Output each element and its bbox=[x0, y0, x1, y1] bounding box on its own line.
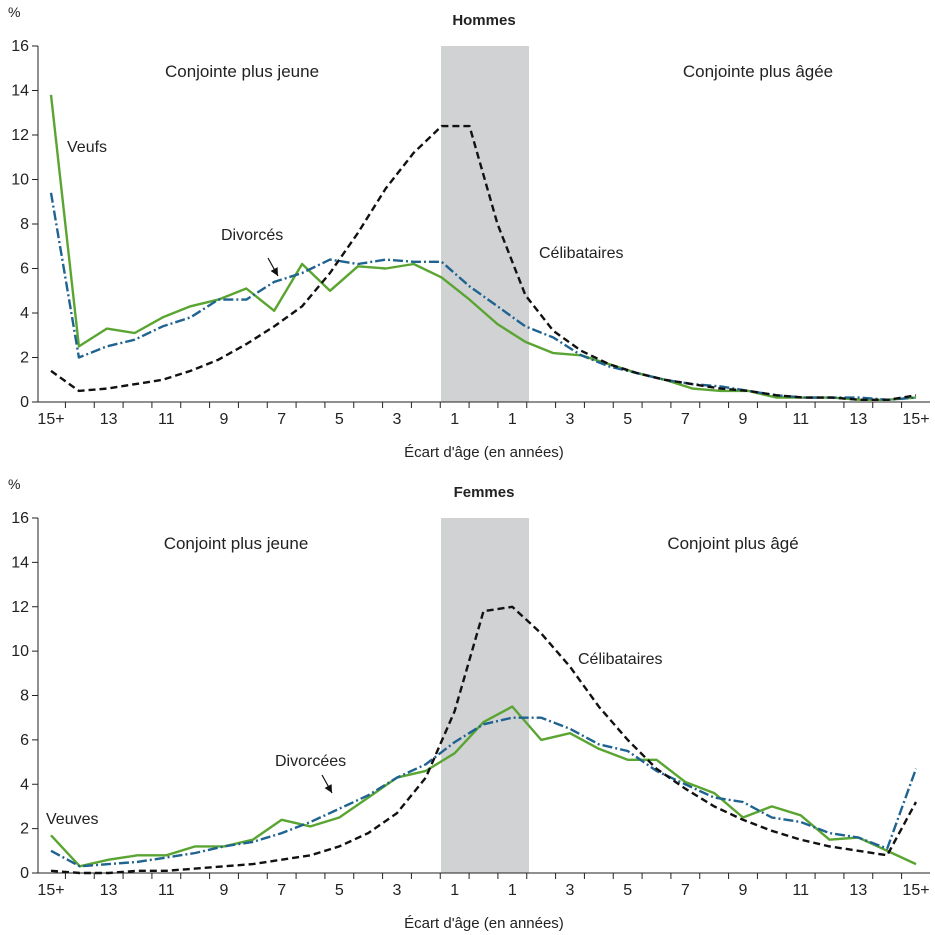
y-tick-label: 4 bbox=[20, 305, 29, 322]
y-tick-label: 12 bbox=[11, 127, 29, 144]
y-unit-label: % bbox=[8, 476, 20, 492]
x-tick-label: 9 bbox=[220, 411, 229, 428]
x-tick-label: 3 bbox=[566, 882, 575, 899]
y-tick-label: 10 bbox=[11, 643, 29, 660]
axes bbox=[32, 45, 930, 408]
y-tick-label: 10 bbox=[11, 172, 29, 189]
x-tick-label: 3 bbox=[393, 411, 402, 428]
x-tick-label: 7 bbox=[277, 411, 286, 428]
x-tick-label: 13 bbox=[100, 882, 118, 899]
x-tick-label: 7 bbox=[681, 411, 690, 428]
region-label-right: Conjointe plus âgée bbox=[683, 62, 833, 81]
chart-title: Hommes bbox=[452, 12, 515, 29]
y-tick-label: 14 bbox=[11, 83, 29, 100]
x-tick-label: 11 bbox=[792, 882, 809, 899]
y-tick-label: 16 bbox=[11, 38, 29, 55]
chart-title: Femmes bbox=[454, 484, 515, 501]
y-tick-label: 8 bbox=[20, 688, 29, 705]
x-tick-label: 5 bbox=[335, 411, 344, 428]
x-tick-label: 5 bbox=[623, 411, 632, 428]
x-tick-label: 9 bbox=[739, 411, 748, 428]
band-same-age bbox=[441, 46, 529, 402]
x-tick-label: 7 bbox=[277, 882, 286, 899]
x-axis-label: Écart d'âge (en années) bbox=[404, 444, 564, 461]
x-tick-label: 3 bbox=[393, 882, 402, 899]
annotation-veuves: Veuves bbox=[46, 811, 98, 828]
annotation-veufs: Veufs bbox=[67, 139, 107, 156]
x-tick-label: 13 bbox=[100, 411, 118, 428]
y-tick-label: 8 bbox=[20, 216, 29, 233]
annotation-arrowhead bbox=[270, 267, 278, 276]
series-line-veufs bbox=[49, 94, 917, 401]
axes bbox=[32, 517, 930, 879]
annotation-divorcees: Divorcées bbox=[275, 753, 346, 770]
region-label-right: Conjoint plus âgé bbox=[667, 534, 798, 553]
annotation-celibataires: Célibataires bbox=[578, 651, 662, 668]
y-tick-label: 14 bbox=[11, 554, 29, 571]
x-tick-label: 15+ bbox=[37, 882, 64, 899]
y-tick-label: 16 bbox=[11, 510, 29, 527]
region-label-left: Conjointe plus jeune bbox=[165, 62, 319, 81]
region-label-left: Conjoint plus jeune bbox=[164, 534, 309, 553]
y-tick-label: 12 bbox=[11, 599, 29, 616]
y-unit-label: % bbox=[8, 4, 20, 20]
series-line-divorces bbox=[49, 192, 917, 401]
x-tick-label: 1 bbox=[508, 882, 517, 899]
series-lines bbox=[49, 94, 917, 401]
x-tick-label: 9 bbox=[739, 882, 748, 899]
y-tick-label: 2 bbox=[20, 821, 29, 838]
series-line-celibataires bbox=[50, 124, 917, 401]
y-tick-label: 6 bbox=[20, 732, 29, 749]
x-tick-label: 11 bbox=[792, 411, 809, 428]
x-tick-label: 5 bbox=[623, 882, 632, 899]
x-tick-label: 5 bbox=[335, 882, 344, 899]
annotation-arrowhead bbox=[324, 784, 332, 793]
series-line-celibataires bbox=[50, 605, 918, 875]
x-tick-label: 15+ bbox=[902, 882, 929, 899]
x-tick-label: 1 bbox=[508, 411, 517, 428]
y-tick-label: 6 bbox=[20, 261, 29, 278]
y-tick-label: 2 bbox=[20, 350, 29, 367]
series-line-veufs bbox=[50, 705, 917, 868]
x-tick-label: 11 bbox=[158, 411, 175, 428]
x-tick-label: 13 bbox=[849, 882, 867, 899]
band-same-age bbox=[441, 518, 529, 873]
y-tick-label: 4 bbox=[20, 776, 29, 793]
annotation-divorces: Divorcés bbox=[221, 227, 283, 244]
annotation-celibataires: Célibataires bbox=[539, 245, 623, 262]
x-tick-label: 15+ bbox=[37, 411, 64, 428]
x-tick-label: 1 bbox=[450, 411, 459, 428]
x-axis-label: Écart d'âge (en années) bbox=[404, 915, 564, 932]
x-tick-label: 1 bbox=[450, 882, 459, 899]
series-line-divorces bbox=[50, 716, 918, 868]
x-tick-label: 11 bbox=[158, 882, 175, 899]
x-tick-label: 9 bbox=[220, 882, 229, 899]
x-tick-label: 13 bbox=[849, 411, 867, 428]
y-tick-label: 0 bbox=[20, 865, 29, 882]
y-tick-label: 0 bbox=[20, 394, 29, 411]
x-tick-label: 3 bbox=[566, 411, 575, 428]
x-tick-label: 7 bbox=[681, 882, 690, 899]
x-tick-label: 15+ bbox=[902, 411, 929, 428]
series-lines bbox=[50, 605, 918, 875]
